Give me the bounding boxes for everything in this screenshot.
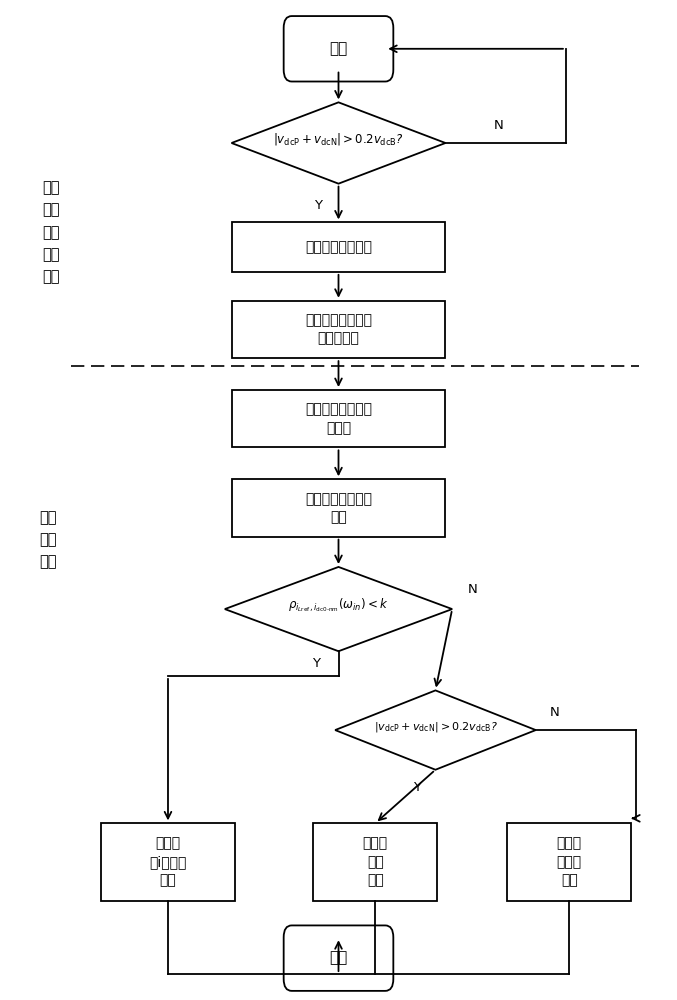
- Polygon shape: [335, 690, 536, 770]
- Text: Y: Y: [413, 781, 420, 794]
- Text: 主动
注入
控制
信号
阶段: 主动 注入 控制 信号 阶段: [42, 180, 60, 284]
- FancyBboxPatch shape: [232, 222, 445, 272]
- Text: N: N: [467, 583, 477, 596]
- FancyBboxPatch shape: [232, 479, 445, 537]
- Text: 检测并计算各馈线
零模电流值: 检测并计算各馈线 零模电流值: [305, 313, 372, 346]
- Text: 判别为
母线
故障: 判别为 母线 故障: [363, 837, 388, 887]
- Text: 计算馈线零模电流
参考值: 计算馈线零模电流 参考值: [305, 402, 372, 435]
- FancyBboxPatch shape: [232, 301, 445, 358]
- Text: 故障
识别
阶段: 故障 识别 阶段: [39, 510, 56, 569]
- FancyBboxPatch shape: [101, 823, 235, 901]
- Text: 启动故障附加控制: 启动故障附加控制: [305, 240, 372, 254]
- Text: N: N: [550, 706, 559, 719]
- Text: $|v_{\mathrm{dcP}}+v_{\mathrm{dcN}}|>0.2v_{\mathrm{dcB}}$?: $|v_{\mathrm{dcP}}+v_{\mathrm{dcN}}|>0.2…: [273, 131, 404, 147]
- FancyBboxPatch shape: [507, 823, 631, 901]
- Text: 判别为
第i条馈线
故障: 判别为 第i条馈线 故障: [150, 837, 187, 887]
- Text: $\rho_{i_{L\mathrm{ref}},i_{\mathrm{dc0\text{-}nm}}}(\omega_{in})<k$: $\rho_{i_{L\mathrm{ref}},i_{\mathrm{dc0\…: [288, 596, 389, 614]
- Text: 计算各馈线波形相
关性: 计算各馈线波形相 关性: [305, 492, 372, 524]
- Polygon shape: [232, 102, 445, 184]
- Text: $|v_{\mathrm{dcP}}+v_{\mathrm{dcN}}|>0.2v_{\mathrm{dcB}}$?: $|v_{\mathrm{dcP}}+v_{\mathrm{dcN}}|>0.2…: [374, 720, 498, 734]
- Text: Y: Y: [313, 199, 322, 212]
- Text: Y: Y: [312, 657, 320, 670]
- FancyBboxPatch shape: [313, 823, 437, 901]
- FancyBboxPatch shape: [232, 390, 445, 447]
- Text: 开始: 开始: [330, 41, 347, 56]
- FancyBboxPatch shape: [284, 16, 393, 82]
- FancyBboxPatch shape: [284, 925, 393, 991]
- Text: 结束: 结束: [330, 951, 347, 966]
- Polygon shape: [225, 567, 452, 651]
- Text: 判别为
瞬时性
故障: 判别为 瞬时性 故障: [556, 837, 582, 887]
- Text: N: N: [494, 119, 504, 132]
